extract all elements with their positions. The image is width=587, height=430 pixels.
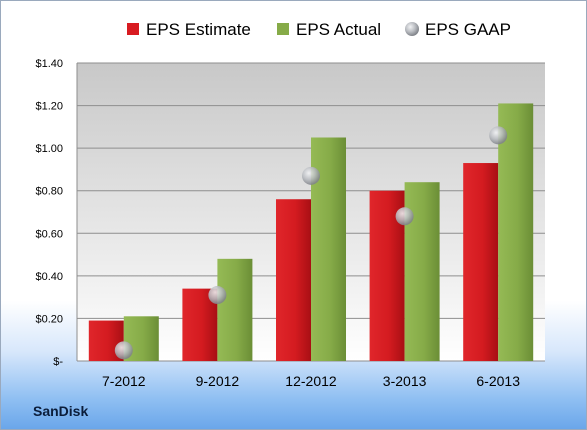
- legend-label: EPS Actual: [296, 20, 381, 39]
- legend-label: EPS Estimate: [146, 20, 251, 39]
- legend-swatch: [405, 22, 419, 36]
- x-tick-label: 12-2012: [285, 373, 337, 389]
- y-tick-label: $0.20: [35, 313, 63, 325]
- marker-eps-gaap: [395, 207, 414, 226]
- bar-eps-estimate: [276, 199, 311, 361]
- marker-eps-gaap: [489, 126, 508, 145]
- y-tick-label: $1.20: [35, 101, 63, 113]
- bar-eps-estimate: [463, 163, 499, 361]
- marker-eps-gaap: [208, 286, 227, 305]
- x-tick-label: 6-2013: [476, 373, 520, 389]
- y-tick-label: $0.80: [35, 186, 63, 198]
- y-tick-label: $1.00: [35, 143, 63, 155]
- eps-chart: $- $0.20 $0.40 $0.60 $0.80 $1.00 $1.20 $1.40 7-2…: [35, 20, 545, 389]
- company-label: SanDisk: [33, 403, 89, 419]
- x-tick-label: 3-2013: [383, 373, 427, 389]
- x-tick-label: 9-2012: [196, 373, 240, 389]
- y-tick-label: $1.40: [35, 58, 63, 70]
- bar-eps-actual: [217, 258, 253, 361]
- y-tick-label: $-: [53, 356, 63, 368]
- legend-swatch: [127, 23, 139, 35]
- x-tick-label: 7-2012: [102, 373, 146, 389]
- legend-label: EPS GAAP: [425, 20, 511, 39]
- y-tick-label: $0.40: [35, 271, 63, 283]
- y-tick-label: $0.60: [35, 228, 63, 240]
- bar-eps-actual: [498, 103, 534, 361]
- legend-swatch: [277, 23, 289, 35]
- marker-eps-gaap: [114, 341, 133, 360]
- marker-eps-gaap: [302, 166, 320, 185]
